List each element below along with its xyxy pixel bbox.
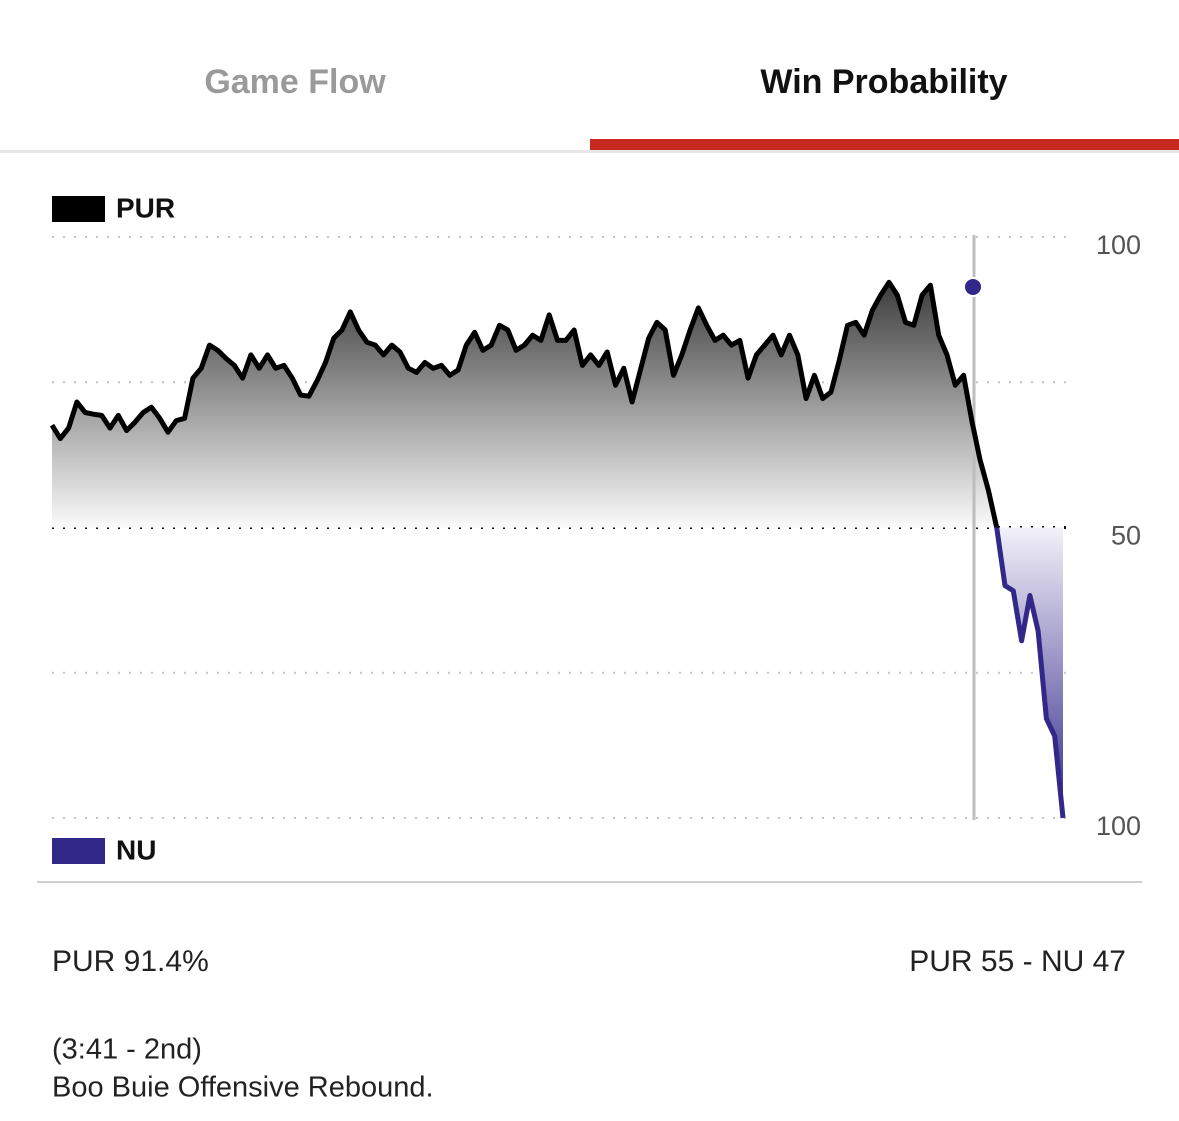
play-time: (3:41 - 2nd) [52,1034,202,1066]
y-tick-label: 100 [1096,811,1141,841]
separator [37,881,1142,883]
plot: 100 50 100 PUR NU [49,192,1141,865]
win-probability-readout: PUR 91.4% [52,945,209,978]
legend-label: PUR [116,192,175,223]
probability-line [49,279,1066,819]
y-tick-label: 50 [1111,521,1141,551]
score: PUR 55 - NU 47 [909,945,1126,978]
play-description: Boo Buie Offensive Rebound. [52,1072,434,1104]
tab[interactable]: Game Flow [204,63,386,101]
y-tick-label: 100 [1096,230,1141,260]
tab-active[interactable]: Win Probability [760,63,1007,101]
selected-point [963,276,983,297]
tab-border [0,150,1179,153]
legend-swatch [52,196,105,222]
legend-label: NU [116,834,156,865]
tab-indicator [590,139,1179,150]
probability-area [52,282,1063,818]
legend-swatch [52,838,105,864]
